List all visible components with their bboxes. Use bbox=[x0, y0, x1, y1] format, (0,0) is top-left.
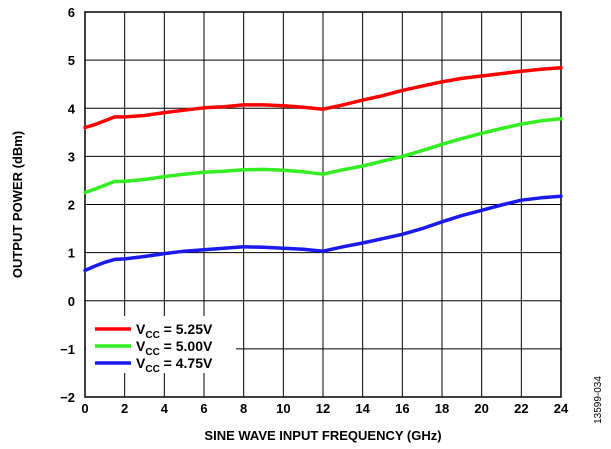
y-axis-label: OUTPUT POWER (dBm) bbox=[10, 131, 25, 278]
x-tick-label: 18 bbox=[435, 401, 449, 416]
figure-id: 13599-034 bbox=[593, 376, 604, 424]
legend-label-3: VCC = 4.75V bbox=[136, 355, 213, 375]
y-tick-label: −1 bbox=[60, 342, 75, 357]
x-tick-label: 2 bbox=[121, 401, 128, 416]
x-tick-label: 8 bbox=[240, 401, 247, 416]
plot-frame bbox=[84, 11, 562, 398]
y-tick-label: −2 bbox=[60, 390, 75, 405]
y-tick-label: 3 bbox=[68, 149, 75, 164]
x-tick-label: 4 bbox=[161, 401, 169, 416]
x-axis-label: SINE WAVE INPUT FREQUENCY (GHz) bbox=[204, 428, 441, 443]
series-line-3 bbox=[83, 194, 563, 273]
legend-label-1: VCC = 5.25V bbox=[136, 321, 213, 341]
y-tick-label: 4 bbox=[68, 101, 76, 116]
y-tick-label: 1 bbox=[68, 246, 75, 261]
x-tick-label: 0 bbox=[81, 401, 88, 416]
series-line-1 bbox=[83, 66, 563, 130]
y-tick-label: 2 bbox=[68, 198, 75, 213]
x-tick-label: 12 bbox=[316, 401, 330, 416]
y-tick-label: 0 bbox=[68, 294, 75, 309]
y-tick-label: 5 bbox=[68, 53, 75, 68]
x-tick-label: 22 bbox=[514, 401, 528, 416]
x-tick-label: 10 bbox=[276, 401, 290, 416]
legend-label-2: VCC = 5.00V bbox=[136, 338, 213, 358]
series-lines bbox=[83, 66, 563, 273]
x-tick-label: 24 bbox=[554, 401, 569, 416]
series-line-2 bbox=[83, 117, 563, 195]
x-tick-label: 16 bbox=[395, 401, 409, 416]
y-tick-label: 6 bbox=[68, 5, 75, 20]
x-tick-label: 14 bbox=[355, 401, 370, 416]
x-tick-label: 6 bbox=[200, 401, 207, 416]
x-tick-label: 20 bbox=[474, 401, 488, 416]
